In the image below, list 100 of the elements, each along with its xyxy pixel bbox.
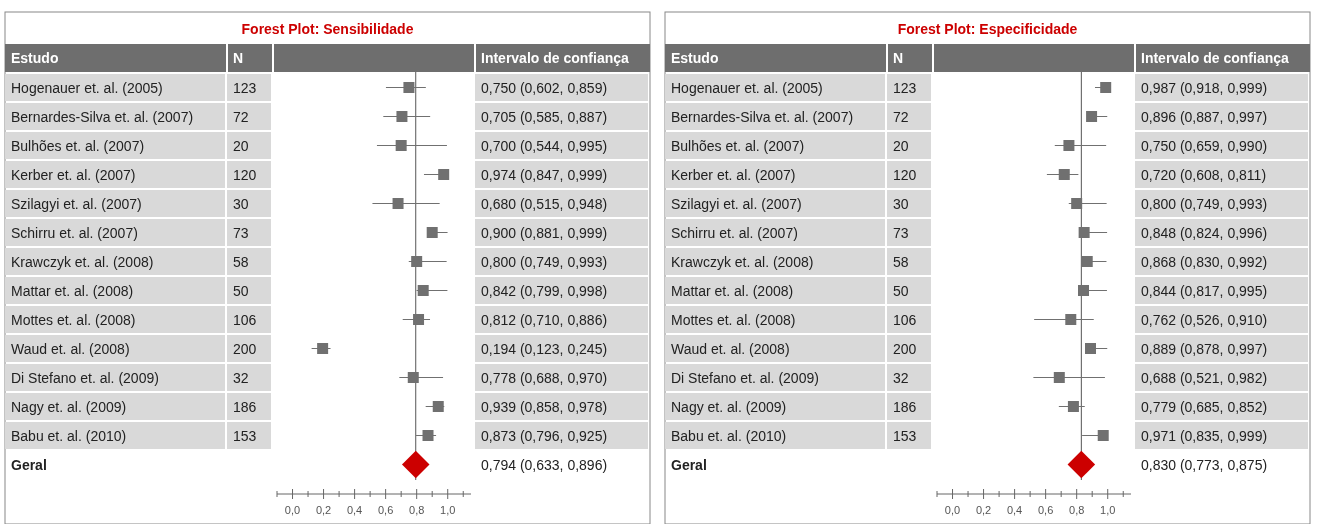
x-tick-label: 0,6 [377, 504, 394, 516]
point [438, 169, 450, 180]
x-tick-label: 0,2 [975, 504, 992, 516]
text: 30 [233, 196, 249, 212]
data-label: 0,971 (0,835, 0,999) [1141, 428, 1268, 444]
point [1100, 82, 1112, 93]
data-label: 0,800 (0,749, 0,993) [1141, 196, 1268, 212]
data-label: 0,842 (0,799, 0,998) [481, 283, 608, 299]
y-tick-label: Geral [11, 457, 47, 473]
y-tick-label: Kerber et. al. (2007) [671, 167, 796, 183]
text: N [233, 50, 244, 66]
y-tick-label: Mattar et. al. (2008) [671, 283, 794, 299]
text: 123 [893, 80, 917, 96]
data-label: 0,896 (0,887, 0,997) [1141, 109, 1268, 125]
text: 200 [893, 341, 917, 357]
chart-title: Forest Plot: Especificidade [897, 21, 1078, 37]
point [411, 256, 423, 267]
text: 106 [893, 312, 917, 328]
text: Intervalo de confiança [1141, 50, 1290, 66]
text: 200 [233, 341, 257, 357]
point [1078, 285, 1090, 296]
data-label: 0,750 (0,659, 0,990) [1141, 138, 1268, 154]
text: 120 [893, 167, 917, 183]
y-tick-label: Schirru et. al. (2007) [671, 225, 798, 241]
chart-title: Forest Plot: Sensibilidade [241, 21, 414, 37]
data-label: 0,680 (0,515, 0,948) [481, 196, 608, 212]
text: 153 [233, 428, 257, 444]
text: 72 [893, 109, 909, 125]
y-tick-label: Waud et. al. (2008) [671, 341, 790, 357]
x-tick-label: 0,8 [1069, 504, 1085, 516]
text: 58 [233, 254, 249, 270]
point [1071, 198, 1083, 209]
y-tick-label: Babu et. al. (2010) [671, 428, 787, 444]
point [422, 430, 434, 441]
data-label: 0,720 (0,608, 0,811) [1141, 167, 1267, 183]
text: 123 [233, 80, 257, 96]
text: N [893, 50, 904, 66]
point [1086, 111, 1098, 122]
data-label: 0,987 (0,918, 0,999) [1141, 80, 1268, 96]
x-tick-label: 1,0 [1100, 504, 1116, 516]
text: 20 [233, 138, 249, 154]
data-label: 0,779 (0,685, 0,852) [1141, 399, 1268, 415]
data-label: 0,889 (0,878, 0,997) [1141, 341, 1268, 357]
data-label: 0,812 (0,710, 0,886) [481, 312, 608, 328]
text: 120 [233, 167, 257, 183]
text: Intervalo de confiança [481, 50, 630, 66]
point [1063, 140, 1075, 151]
point [401, 450, 430, 479]
y-tick-label: Mottes et. al. (2008) [11, 312, 136, 328]
data-label: 0,705 (0,585, 0,887) [481, 109, 608, 125]
text: 0,830 (0,773, 0,875) [1141, 457, 1268, 473]
point [413, 314, 425, 325]
x-tick-label: 1,0 [440, 504, 456, 516]
point [1078, 227, 1090, 238]
point [426, 227, 438, 238]
point [1065, 314, 1077, 325]
data-label: 0,974 (0,847, 0,999) [481, 167, 608, 183]
point [417, 285, 429, 296]
text: 73 [893, 225, 909, 241]
y-tick-label: Di Stefano et. al. (2009) [671, 370, 819, 386]
y-tick-label: Nagy et. al. (2009) [11, 399, 127, 415]
text: 50 [893, 283, 909, 299]
text: 32 [893, 370, 909, 386]
text: 58 [893, 254, 909, 270]
x-tick-label: 0,8 [409, 504, 425, 516]
text: 186 [233, 399, 257, 415]
y-tick-label: Waud et. al. (2008) [11, 341, 130, 357]
text: 50 [233, 283, 249, 299]
text: 20 [893, 138, 909, 154]
point [1067, 450, 1096, 479]
point [403, 82, 415, 93]
point [395, 140, 407, 151]
y-tick-label: Bernardes-Silva et. al. (2007) [671, 109, 854, 125]
text: Estudo [11, 50, 59, 66]
point [1058, 169, 1070, 180]
data-label: 0,868 (0,830, 0,992) [1141, 254, 1268, 270]
y-tick-label: Hogenauer et. al. (2005) [671, 80, 823, 96]
x-tick-label: 0,2 [315, 504, 332, 516]
y-tick-label: Babu et. al. (2010) [11, 428, 127, 444]
y-tick-label: Bulhões et. al. (2007) [671, 138, 805, 154]
data-label: 0,194 (0,123, 0,245) [481, 341, 608, 357]
text: 72 [233, 109, 249, 125]
point [392, 198, 404, 209]
point [432, 401, 444, 412]
text: 106 [233, 312, 257, 328]
point [1067, 401, 1079, 412]
y-tick-label: Krawczyk et. al. (2008) [11, 254, 154, 270]
data-label: 0,750 (0,602, 0,859) [481, 80, 608, 96]
data-label: 0,844 (0,817, 0,995) [1141, 283, 1268, 299]
text: 32 [233, 370, 249, 386]
data-label: 0,939 (0,858, 0,978) [481, 399, 608, 415]
point [396, 111, 408, 122]
data-label: 0,873 (0,796, 0,925) [481, 428, 608, 444]
text: 73 [233, 225, 249, 241]
data-label: 0,900 (0,881, 0,999) [481, 225, 608, 241]
x-tick-label: 0,6 [1037, 504, 1054, 516]
point [1084, 343, 1096, 354]
data-label: 0,800 (0,749, 0,993) [481, 254, 608, 270]
y-tick-label: Kerber et. al. (2007) [11, 167, 136, 183]
data-label: 0,700 (0,544, 0,995) [481, 138, 608, 154]
